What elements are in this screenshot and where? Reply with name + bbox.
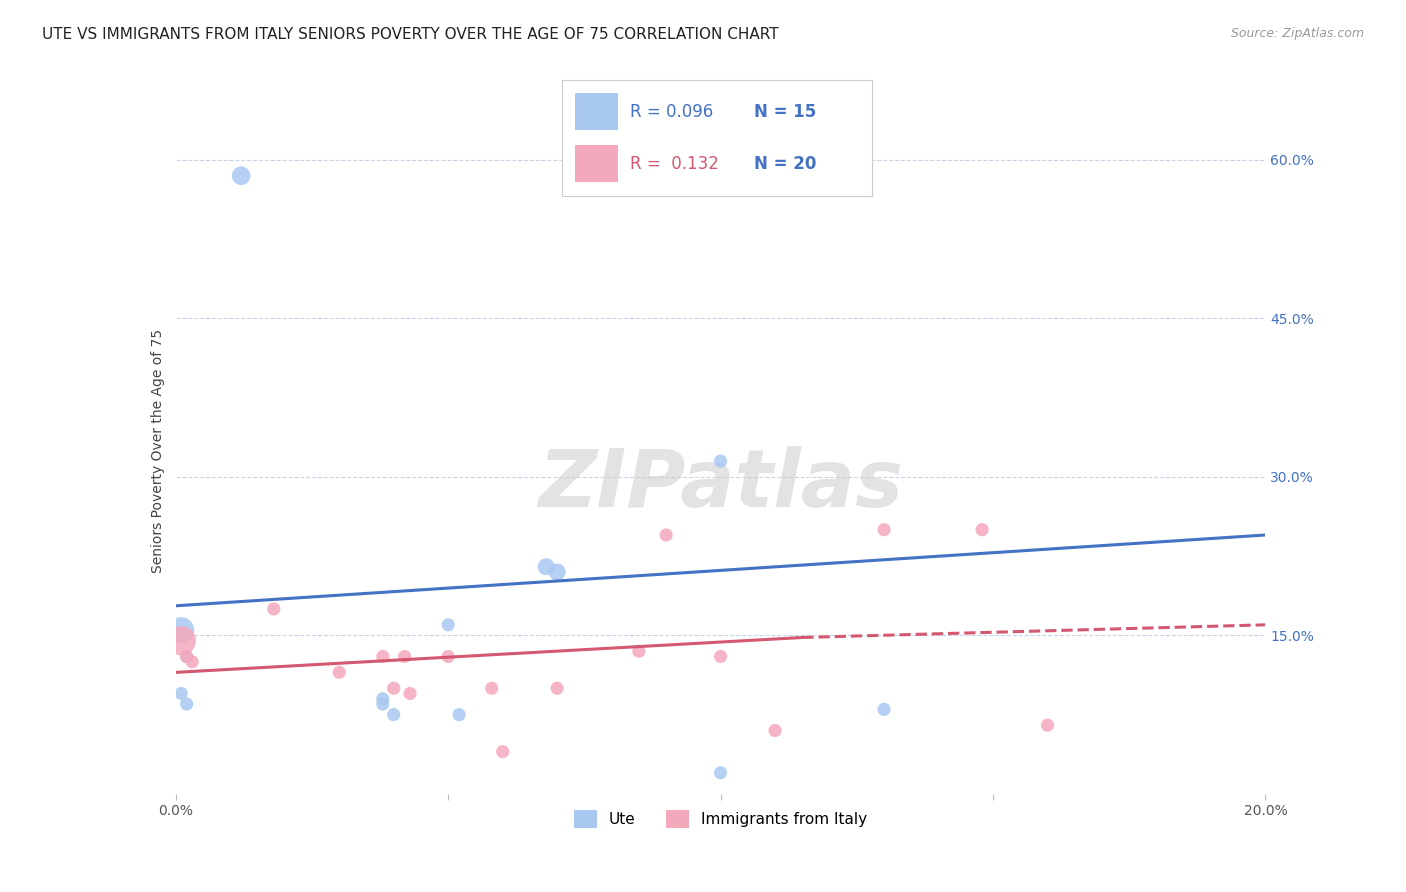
Point xyxy=(873,523,896,537)
Point xyxy=(176,649,198,664)
Point xyxy=(710,454,733,468)
Text: N = 15: N = 15 xyxy=(754,103,817,120)
Point xyxy=(394,649,416,664)
Point xyxy=(170,633,193,648)
FancyBboxPatch shape xyxy=(575,93,619,130)
Text: ZIPatlas: ZIPatlas xyxy=(538,446,903,524)
Point xyxy=(263,602,285,616)
Point xyxy=(399,686,422,700)
Point xyxy=(1036,718,1059,732)
Point xyxy=(534,559,557,574)
Point xyxy=(437,617,460,632)
Text: R = 0.096: R = 0.096 xyxy=(630,103,714,120)
Point xyxy=(170,686,193,700)
Point xyxy=(231,169,253,183)
Point xyxy=(710,765,733,780)
Point xyxy=(170,623,193,637)
Point xyxy=(181,655,204,669)
Text: N = 20: N = 20 xyxy=(754,155,817,173)
Point xyxy=(655,528,678,542)
Point xyxy=(710,649,733,664)
Point xyxy=(176,697,198,711)
Point xyxy=(382,681,405,696)
Point xyxy=(481,681,503,696)
Point xyxy=(627,644,650,658)
Point xyxy=(371,691,394,706)
Point xyxy=(546,681,568,696)
Point xyxy=(873,702,896,716)
Point xyxy=(371,649,394,664)
Point xyxy=(492,745,515,759)
Legend: Ute, Immigrants from Italy: Ute, Immigrants from Italy xyxy=(568,804,873,834)
Text: R =  0.132: R = 0.132 xyxy=(630,155,720,173)
Point xyxy=(437,649,460,664)
Y-axis label: Seniors Poverty Over the Age of 75: Seniors Poverty Over the Age of 75 xyxy=(150,328,165,573)
FancyBboxPatch shape xyxy=(575,145,619,182)
Point xyxy=(970,523,993,537)
Point xyxy=(763,723,786,738)
Point xyxy=(176,649,198,664)
Point xyxy=(447,707,470,722)
Point xyxy=(371,697,394,711)
Point xyxy=(382,707,405,722)
Text: Source: ZipAtlas.com: Source: ZipAtlas.com xyxy=(1230,27,1364,40)
Text: UTE VS IMMIGRANTS FROM ITALY SENIORS POVERTY OVER THE AGE OF 75 CORRELATION CHAR: UTE VS IMMIGRANTS FROM ITALY SENIORS POV… xyxy=(42,27,779,42)
Point xyxy=(546,565,568,579)
Point xyxy=(328,665,350,680)
